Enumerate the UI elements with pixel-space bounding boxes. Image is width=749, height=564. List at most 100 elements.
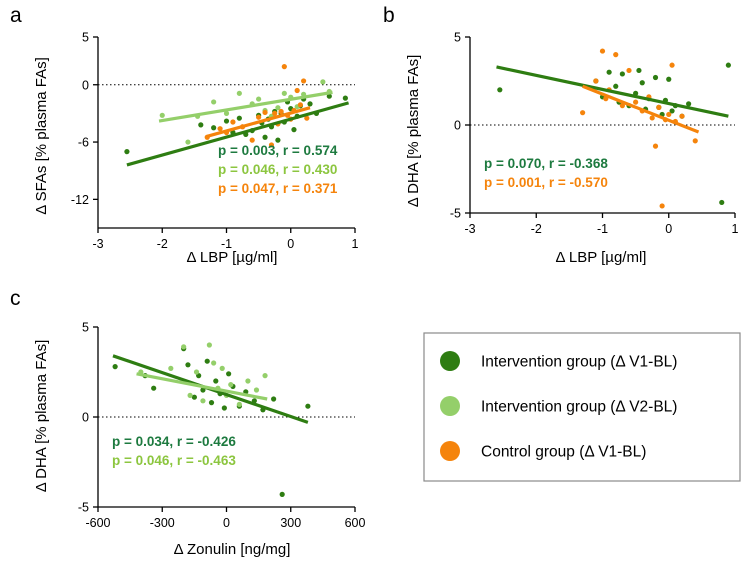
panel-a-point xyxy=(297,102,303,108)
panel-a-fit-line xyxy=(206,106,311,138)
panel-c-point xyxy=(187,392,193,398)
panel-c-ytick-label: 5 xyxy=(82,321,89,335)
panel-c-xtick-label: -600 xyxy=(85,516,110,530)
panel-b-point xyxy=(613,52,619,58)
panel-a-point xyxy=(307,101,313,107)
panel-b-point xyxy=(692,138,698,144)
legend-marker xyxy=(440,396,460,416)
panel-c-point xyxy=(191,394,197,400)
panel-b-point xyxy=(659,203,665,209)
panel-c-fit-line xyxy=(136,372,268,401)
panel-a-point xyxy=(342,95,348,101)
panel-b-point xyxy=(633,99,639,105)
panel-c-xtick-label: 300 xyxy=(280,516,301,530)
panel-b-point xyxy=(725,62,731,68)
panel-c-xlabel: Δ Zonulin [ng/mg] xyxy=(174,541,291,558)
panel-label-c: c xyxy=(10,287,21,310)
panel-c-point xyxy=(305,403,311,409)
panel-c-point xyxy=(112,364,118,370)
panel-a-point xyxy=(301,78,307,84)
panel-a-point xyxy=(294,87,300,94)
panel-c-xtick-label: -300 xyxy=(150,516,175,530)
panel-a-stat-annotation: p = 0.003, r = 0.574 xyxy=(218,143,338,158)
panel-b-fit-line xyxy=(582,84,700,134)
panel-b-xlabel: Δ LBP [µg/ml] xyxy=(556,249,647,266)
panel-a-xtick-label: -2 xyxy=(157,237,168,251)
panel-b-point xyxy=(669,108,675,114)
panel-a-point xyxy=(256,114,262,120)
panel-b-stat-annotation: p = 0.001, r = -0.570 xyxy=(484,175,608,190)
panel-c-point xyxy=(185,362,191,368)
panel-c-point xyxy=(200,387,206,393)
panel-c-point xyxy=(262,373,268,379)
panel-a-point xyxy=(217,126,223,132)
panel-a-point xyxy=(159,112,165,118)
panel-b-point xyxy=(652,74,659,81)
panel-a-fit-line xyxy=(158,90,333,123)
panel-a-point xyxy=(211,99,217,105)
panel-b-point xyxy=(613,83,619,89)
panel-c-point xyxy=(221,405,227,411)
panel-c-point xyxy=(245,378,251,384)
panel-label-b: b xyxy=(383,4,395,27)
panel-b-point xyxy=(666,111,672,118)
panel-c-point xyxy=(181,344,187,350)
panel-c-ylabel: Δ DHA [% plasma FAs] xyxy=(33,340,50,493)
panel-a-point xyxy=(278,108,284,115)
panel-c-point xyxy=(226,371,232,377)
panel-c-stat-annotation: p = 0.034, r = -0.426 xyxy=(112,434,236,449)
panel-a-chart: Δ SFAs [% plasma FAs] Δ LBP [µg/ml] 5 0 -6… xyxy=(33,31,359,267)
panel-a-stat-annotation: p = 0.047, r = 0.371 xyxy=(218,181,338,196)
panel-c-point xyxy=(211,360,217,366)
panel-b-point xyxy=(497,87,503,93)
panel-c-point xyxy=(206,342,212,348)
panel-c-chart: Δ DHA [% plasma FAs] Δ Zonulin [ng/mg] 5… xyxy=(33,321,365,559)
panel-a-ytick-label: -6 xyxy=(78,136,89,150)
panel-b-ytick-label: 5 xyxy=(454,31,461,45)
panel-a-point xyxy=(230,119,236,125)
panel-a-point xyxy=(236,90,242,96)
panel-a-ytick-label: -12 xyxy=(71,193,89,207)
legend-box xyxy=(423,332,741,482)
panel-b-point xyxy=(652,143,659,149)
panel-a-point xyxy=(291,127,297,133)
legend-marker xyxy=(440,441,460,461)
panel-b-chart: Δ DHA [% plasma FAs] Δ LBP [µg/ml] 50-5-… xyxy=(405,31,739,267)
panel-a-point xyxy=(198,122,204,128)
panel-a-xtick-label: 1 xyxy=(352,237,359,251)
panel-a-point xyxy=(304,115,310,121)
panel-c-point xyxy=(213,378,219,384)
panel-a-ylabel: Δ SFAs [% plasma FAs] xyxy=(33,57,50,215)
panel-a-point xyxy=(281,64,287,70)
panel-a-xtick-label: -1 xyxy=(221,237,232,251)
panel-b-point xyxy=(679,113,685,119)
panel-a-fit-line xyxy=(126,101,350,167)
panel-a-ytick-label: 5 xyxy=(82,31,89,45)
panel-b-point xyxy=(636,67,642,74)
panel-a-point xyxy=(281,90,287,96)
panel-a-stat-annotation: p = 0.046, r = 0.430 xyxy=(218,162,337,177)
panel-a-point xyxy=(124,149,130,155)
legend-marker xyxy=(440,351,460,371)
panel-b-point xyxy=(599,48,606,54)
panel-b-fit-line xyxy=(496,65,729,118)
panel-a-point xyxy=(236,115,242,121)
panel-c-point xyxy=(279,491,285,497)
panel-a-point xyxy=(275,137,281,143)
panel-a-point xyxy=(223,118,230,124)
panel-b-point xyxy=(626,67,632,74)
legend: Intervention group (Δ V1-BL) Intervention… xyxy=(423,332,741,482)
panel-c-xtick-label: 600 xyxy=(345,516,366,530)
panel-c-xtick-label: 0 xyxy=(223,516,230,530)
panel-b-point xyxy=(686,101,692,107)
panel-c-point xyxy=(236,401,242,407)
panel-label-a: a xyxy=(10,4,22,27)
panel-b-ytick-label: -5 xyxy=(450,207,461,221)
panel-c-point xyxy=(228,382,234,388)
panel-b-ytick-label: 0 xyxy=(454,119,461,133)
panel-b-point xyxy=(669,62,675,68)
panel-c-point xyxy=(271,396,277,402)
panel-a-point xyxy=(262,134,268,140)
panel-b-point xyxy=(719,199,725,206)
panel-b-xtick-label: -3 xyxy=(464,222,475,236)
